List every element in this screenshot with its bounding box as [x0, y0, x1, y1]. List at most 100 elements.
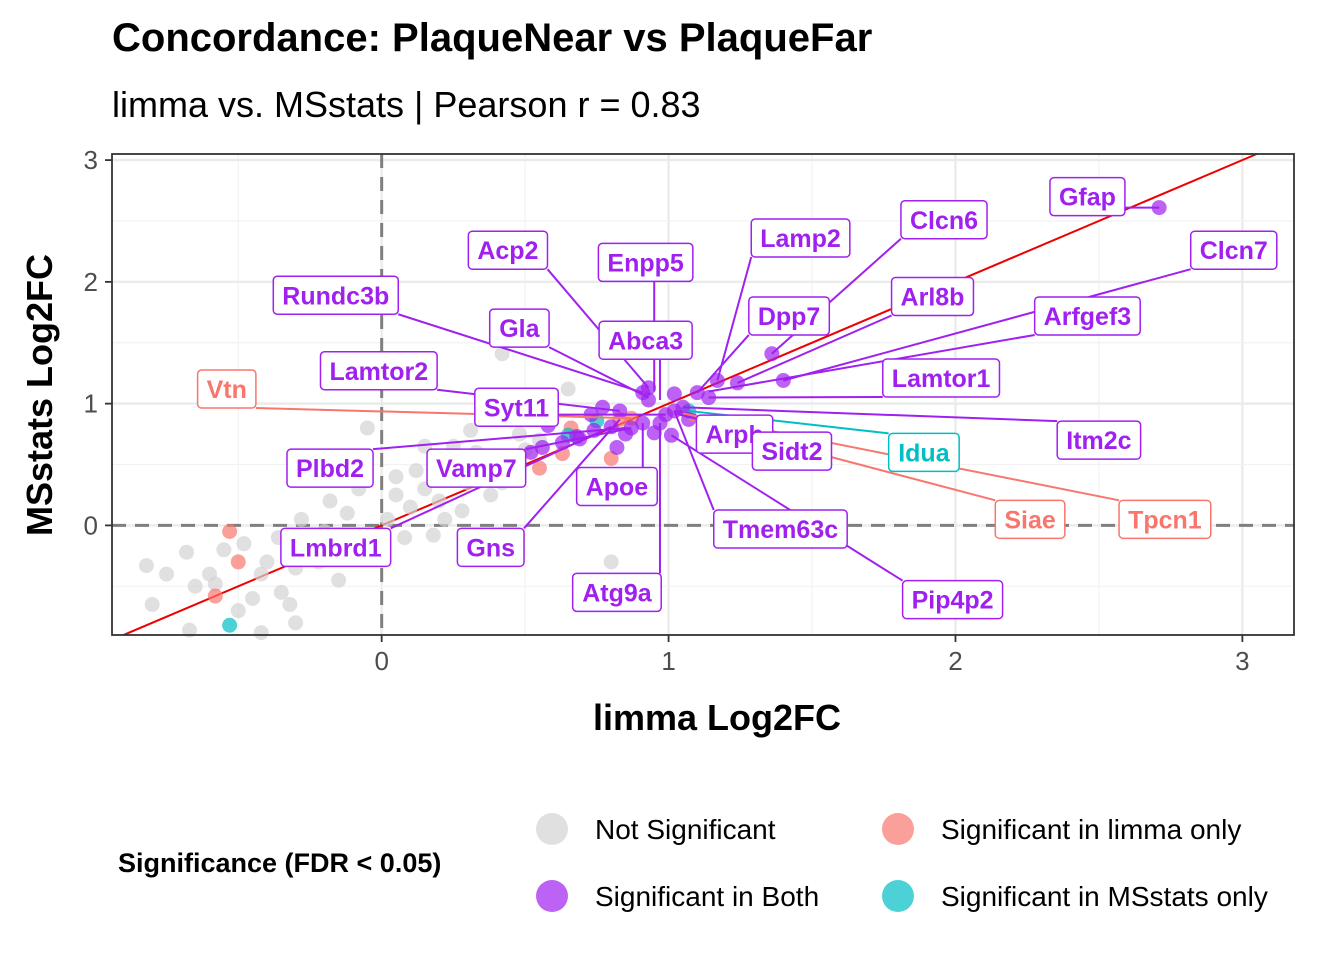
data-point-ns	[159, 566, 175, 582]
data-point-ns	[216, 542, 232, 558]
gene-label: Enpp5	[607, 249, 683, 277]
data-point-ns	[339, 505, 355, 521]
gene-label-box	[456, 527, 525, 568]
gene-label-box	[751, 431, 833, 471]
data-point-ns	[259, 554, 275, 570]
leader-line	[397, 313, 644, 394]
data-point-ns	[379, 511, 395, 527]
gene-label-box	[890, 276, 975, 317]
gene-label-box	[598, 320, 693, 361]
data-point-ns	[179, 544, 195, 560]
gene-label: Lamtor1	[892, 365, 991, 393]
gene-label: Lamp2	[760, 225, 841, 253]
label-leader-lines	[255, 206, 1191, 582]
gene-label-box	[467, 230, 549, 270]
gene-label: Abca3	[608, 327, 683, 355]
data-point-ns	[236, 536, 252, 552]
data-point-ns	[425, 527, 441, 543]
gene-label-box	[900, 200, 988, 240]
gene-label-box	[712, 509, 848, 549]
legend: Significance (FDR < 0.05) Not Significan…	[118, 813, 1268, 912]
data-point-ns	[494, 346, 510, 362]
x-axis-title: limma Log2FC	[593, 697, 841, 738]
gene-label-box	[1056, 420, 1142, 460]
data-point-ns	[187, 578, 203, 594]
legend-swatch-msstats	[882, 880, 914, 912]
gene-label-box	[748, 296, 831, 336]
y-tick-label: 3	[84, 145, 98, 175]
gene-label: Arfgef3	[1044, 303, 1132, 331]
data-point-ns	[402, 499, 418, 515]
data-point-ns	[253, 566, 269, 582]
leader-line	[670, 434, 904, 582]
y-tick-label: 0	[84, 510, 98, 540]
gene-label: Lmbrd1	[290, 534, 382, 562]
gene-label-box	[597, 242, 694, 283]
data-point-ns	[511, 426, 527, 442]
gene-label: Vamp7	[436, 455, 517, 483]
data-point-msstats	[222, 617, 238, 633]
gene-label: Tpcn1	[1128, 506, 1202, 534]
gene-label: Idua	[898, 439, 950, 467]
data-point-ns	[230, 603, 246, 619]
data-point-ns	[454, 503, 470, 519]
gene-label: Siae	[1004, 506, 1056, 534]
data-point-limma	[554, 446, 570, 462]
legend-label-ns: Not Significant	[595, 814, 776, 845]
gene-label-box	[750, 218, 851, 258]
leader-line	[783, 268, 1191, 382]
leader-line	[708, 333, 1035, 393]
data-point-both	[595, 399, 611, 415]
data-point-limma	[222, 523, 238, 539]
gene-label: Pip4p2	[912, 587, 994, 615]
gene-labels: Gfap Clcn6 Clcn7 Lamp2 Acp2 Enpp5 Rundc3b Arl8b…	[196, 176, 1278, 620]
gene-label-box	[1189, 230, 1278, 270]
gene-label-box	[488, 308, 550, 348]
legend-swatch-ns	[536, 813, 568, 845]
gene-label-box	[196, 369, 257, 409]
gene-label-box	[280, 527, 392, 568]
data-point-limma	[531, 460, 547, 476]
leader-line	[673, 410, 715, 511]
x-tick-label: 2	[948, 646, 962, 676]
gene-label: Gfap	[1059, 184, 1116, 212]
x-tick-label: 1	[661, 646, 675, 676]
legend-label-both: Significant in Both	[595, 881, 819, 912]
data-point-ns	[144, 597, 160, 613]
gene-label-box	[571, 572, 662, 613]
legend-label-limma: Significant in limma only	[941, 814, 1241, 845]
leader-line	[696, 334, 750, 394]
data-point-ns	[273, 584, 289, 600]
gene-label: Tmem63c	[723, 516, 838, 544]
gene-label: Rundc3b	[282, 282, 389, 310]
data-point-ns	[463, 422, 479, 438]
gene-label: Clcn6	[910, 207, 978, 235]
gene-label: Syt11	[484, 394, 549, 422]
data-point-ns	[138, 558, 154, 574]
data-point-ns	[603, 554, 619, 570]
data-point-ns	[322, 493, 338, 509]
gene-label: Gla	[499, 315, 540, 343]
data-point-ns	[408, 463, 424, 479]
gene-label: Acp2	[477, 237, 538, 265]
leader-line	[523, 418, 621, 529]
gene-label: Sidt2	[761, 438, 822, 466]
leader-line	[255, 407, 632, 420]
chart-subtitle: limma vs. MSstats | Pearson r = 0.83	[112, 84, 701, 125]
leader-line	[737, 314, 892, 384]
gene-label: Arl8b	[901, 283, 965, 311]
leader-line	[548, 346, 649, 399]
leader-line	[682, 406, 1058, 423]
gene-label-box	[319, 351, 438, 391]
gene-label: Lamtor2	[329, 358, 428, 386]
axis-ticks: 0 1 2 3 0 1 2 3	[84, 145, 1250, 676]
data-point-ns	[331, 572, 347, 588]
legend-label-msstats: Significant in MSstats only	[941, 881, 1268, 912]
leader-line	[525, 427, 632, 451]
data-point-both	[534, 439, 550, 455]
gene-label: Plbd2	[296, 455, 364, 483]
data-point-ns	[288, 615, 304, 631]
gene-label-box	[882, 358, 1001, 398]
gene-label-box	[286, 448, 374, 488]
gene-label-box	[474, 387, 559, 428]
